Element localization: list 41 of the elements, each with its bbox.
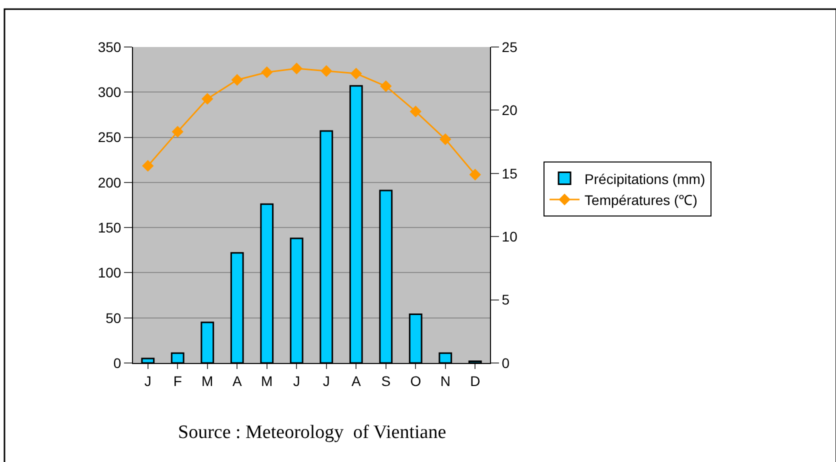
x-tick-label: M (202, 372, 214, 389)
point (410, 106, 422, 118)
y2-tick-label: 10 (502, 228, 518, 244)
y2-tick-label: 0 (502, 354, 510, 371)
y-tick-label: 350 (98, 38, 122, 55)
y-tick-label: 50 (106, 310, 122, 326)
x-tick-label: D (470, 372, 480, 389)
x-tick-label: J (293, 372, 300, 389)
x-tick-label: M (261, 372, 273, 389)
x-tick-label: J (322, 372, 330, 389)
y-tick-label: 100 (98, 264, 122, 281)
x-tick-label: A (351, 372, 362, 389)
x-tick-label: A (232, 372, 242, 389)
y2-tick-label: 15 (502, 165, 518, 182)
y-tick-label: 150 (98, 219, 122, 236)
point (380, 80, 392, 92)
y2-tick-label: 5 (502, 292, 510, 308)
y2-tick-label: 20 (502, 102, 518, 118)
point (440, 133, 452, 146)
point (231, 74, 243, 86)
point (350, 68, 362, 80)
point (202, 92, 214, 105)
y-tick-label: 0 (113, 354, 122, 371)
x-tick-label: O (410, 372, 422, 389)
x-tick-label: S (381, 372, 391, 389)
point (469, 168, 481, 181)
x-tick-label: N (440, 372, 450, 389)
point (261, 66, 273, 78)
x-tick-label: J (144, 372, 152, 389)
y-tick-label: 200 (98, 174, 122, 190)
legend-label: Températures (℃) (584, 192, 698, 208)
point (290, 62, 302, 74)
y-tick-label: 300 (98, 84, 122, 100)
x-tick-label: F (173, 372, 182, 389)
y-tick-label: 250 (98, 129, 122, 146)
source-note: Source : Meteorology of Vientiane (178, 422, 446, 443)
y2-tick-label: 25 (502, 38, 518, 55)
point (320, 65, 332, 77)
legend-label: Précipitations (mm) (584, 170, 706, 187)
point (172, 126, 184, 138)
point (142, 160, 154, 172)
